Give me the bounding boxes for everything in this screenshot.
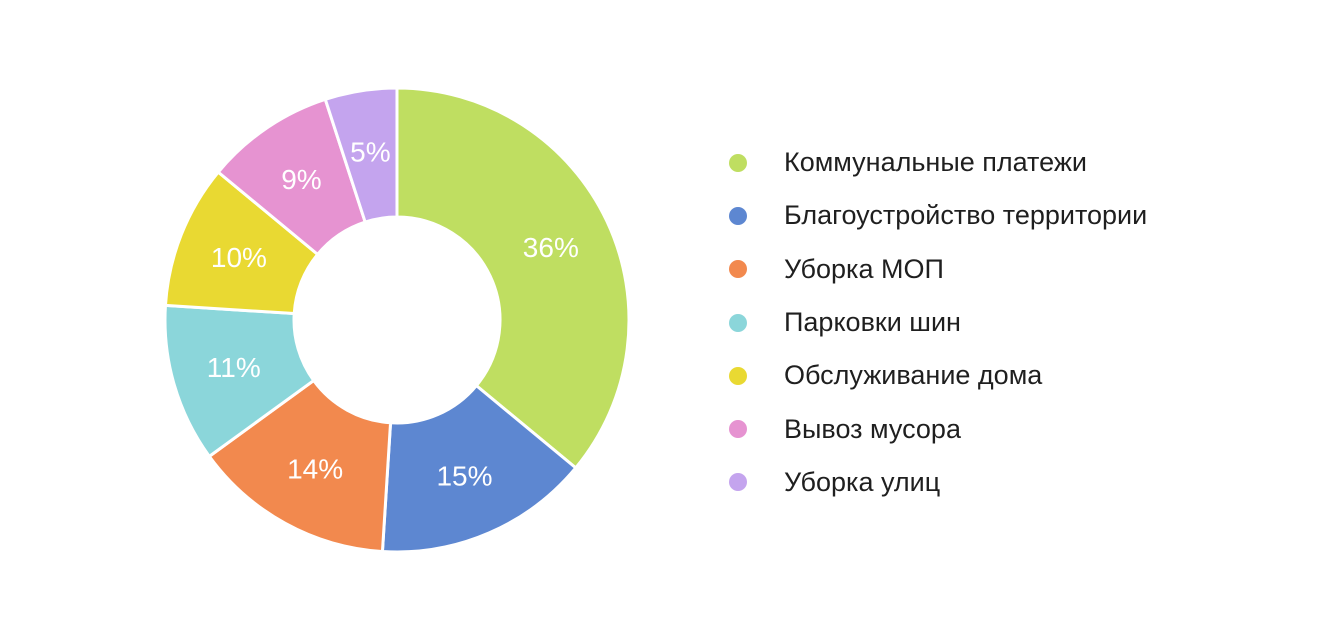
legend-label: Уборка МОП: [784, 253, 944, 284]
legend-label: Вывоз мусора: [784, 413, 961, 444]
slice-percent-label-1: 36%: [523, 232, 579, 263]
slice-percent-label-3: 14%: [287, 453, 343, 484]
legend-dot-icon: [729, 153, 747, 172]
legend-label: Обслуживание дома: [784, 360, 1043, 391]
legend-dot-icon: [729, 260, 747, 279]
legend-item: Вывоз мусора: [729, 402, 1319, 455]
donut-slice-3: [207, 379, 393, 554]
legend-dot-icon: [729, 366, 747, 385]
slice-percent-label-4: 11%: [207, 352, 261, 383]
legend-dot-icon: [729, 420, 747, 439]
legend-dot-icon: [729, 473, 747, 492]
chart-legend: Коммунальные платежи Благоустройство терр…: [729, 136, 1319, 509]
donut-slice-7: [323, 86, 399, 224]
legend-label: Уборка улиц: [784, 466, 941, 497]
legend-label: Парковки шин: [784, 307, 961, 338]
donut-slices: [163, 86, 631, 554]
legend-dot-icon: [729, 313, 747, 332]
legend-label: Коммунальные платежи: [784, 147, 1087, 178]
legend-dot-icon: [729, 206, 747, 225]
slice-labels: 36% 15% 14% 11% 10% 9% 5%: [207, 137, 579, 492]
donut-slice-2: [380, 384, 578, 554]
slice-percent-label-2: 15%: [436, 461, 492, 492]
slice-percent-label-6: 9%: [281, 164, 321, 195]
legend-label: Благоустройство территории: [784, 200, 1148, 231]
slice-percent-label-5: 10%: [211, 242, 267, 273]
legend-item: Парковки шин: [729, 296, 1319, 349]
donut-slice-1: [395, 86, 631, 470]
legend-item: Коммунальные платежи: [729, 136, 1319, 189]
legend-item: Обслуживание дома: [729, 349, 1319, 402]
legend-item: Уборка улиц: [729, 456, 1319, 509]
slice-percent-label-7: 5%: [350, 137, 390, 168]
legend-item: Благоустройство территории: [729, 189, 1319, 242]
legend-item: Уборка МОП: [729, 243, 1319, 296]
